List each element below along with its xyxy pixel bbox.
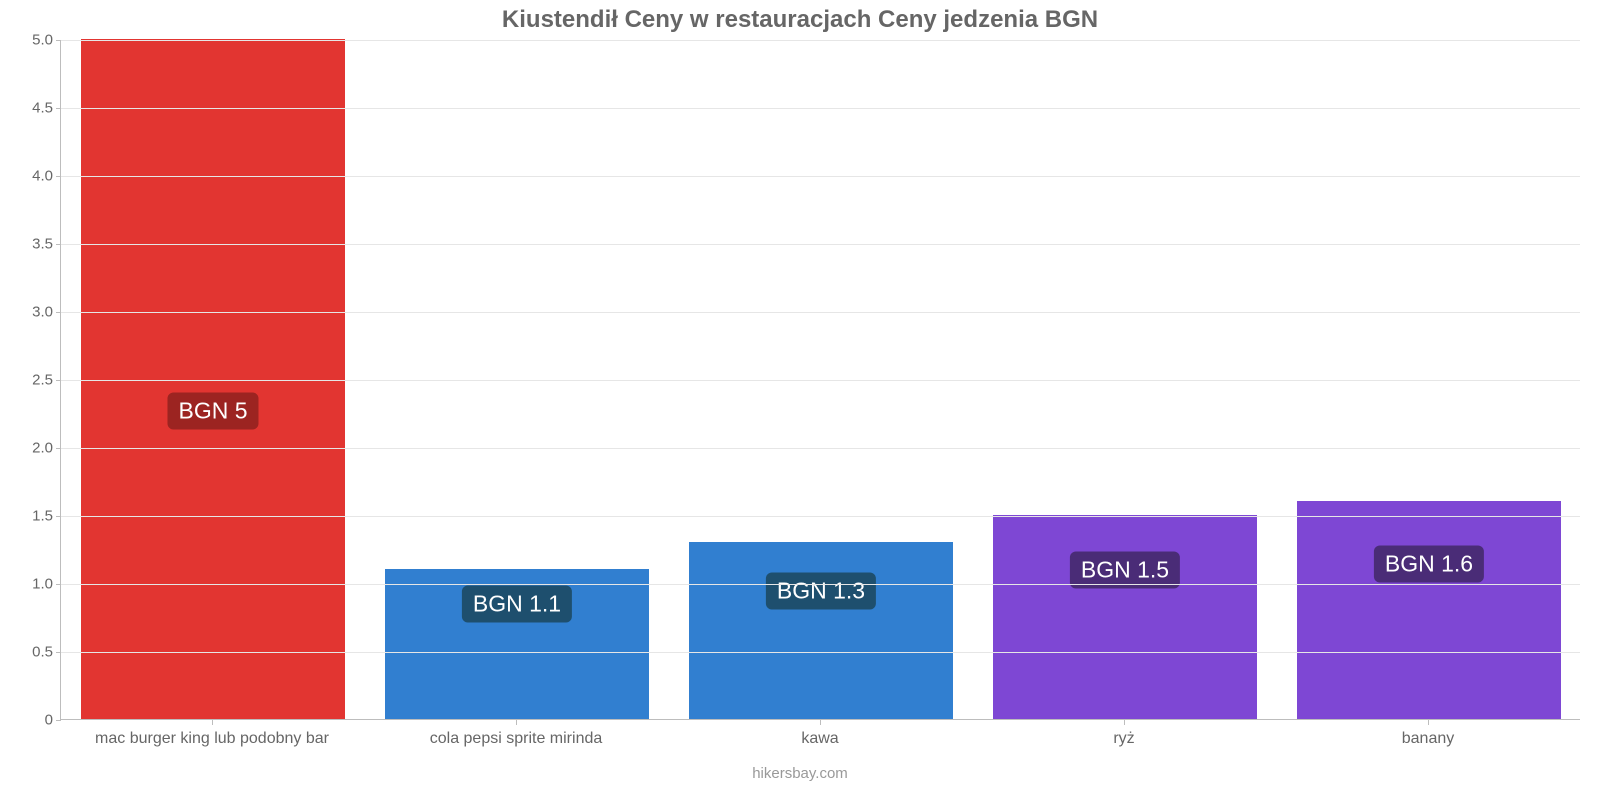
bar-value-label: BGN 1.1 bbox=[462, 586, 572, 623]
x-tick-mark bbox=[516, 720, 517, 725]
y-tick-label: 1.0 bbox=[32, 576, 61, 593]
x-axis-label: cola pepsi sprite mirinda bbox=[430, 730, 603, 748]
grid-line bbox=[61, 584, 1580, 585]
x-axis-labels: mac burger king lub podobny bar cola peps… bbox=[60, 724, 1580, 764]
x-axis-label: banany bbox=[1402, 730, 1455, 748]
grid-line bbox=[61, 652, 1580, 653]
x-tick-mark bbox=[1124, 720, 1125, 725]
grid-line bbox=[61, 108, 1580, 109]
grid-line bbox=[61, 40, 1580, 41]
y-tick-label: 0 bbox=[45, 712, 61, 729]
price-bar-chart: Kiustendił Ceny w restauracjach Ceny jed… bbox=[0, 0, 1600, 800]
attribution-text: hikersbay.com bbox=[0, 765, 1600, 782]
bar-value-label: BGN 1.3 bbox=[766, 572, 876, 609]
x-axis-label: mac burger king lub podobny bar bbox=[95, 730, 329, 748]
grid-line bbox=[61, 312, 1580, 313]
y-tick-label: 2.5 bbox=[32, 372, 61, 389]
bar-value-label: BGN 1.6 bbox=[1374, 545, 1484, 582]
chart-title: Kiustendił Ceny w restauracjach Ceny jed… bbox=[0, 6, 1600, 34]
y-tick-label: 5.0 bbox=[32, 32, 61, 49]
grid-line bbox=[61, 244, 1580, 245]
bar bbox=[689, 542, 953, 719]
bar bbox=[993, 515, 1257, 719]
x-tick-mark bbox=[820, 720, 821, 725]
x-tick-mark bbox=[212, 720, 213, 725]
plot-area: BGN 5BGN 1.1BGN 1.3BGN 1.5BGN 1.6 00.51.… bbox=[60, 40, 1580, 720]
y-tick-label: 4.0 bbox=[32, 168, 61, 185]
grid-line bbox=[61, 380, 1580, 381]
bar bbox=[1297, 501, 1561, 719]
bar-value-label: BGN 5 bbox=[167, 392, 258, 429]
y-tick-label: 4.5 bbox=[32, 100, 61, 117]
y-tick-label: 0.5 bbox=[32, 644, 61, 661]
grid-line bbox=[61, 176, 1580, 177]
grid-line bbox=[61, 516, 1580, 517]
y-tick-label: 3.5 bbox=[32, 236, 61, 253]
bar bbox=[81, 39, 345, 719]
y-tick-label: 3.0 bbox=[32, 304, 61, 321]
x-axis-label: ryż bbox=[1113, 730, 1134, 748]
x-axis-label: kawa bbox=[801, 730, 838, 748]
y-tick-label: 1.5 bbox=[32, 508, 61, 525]
x-tick-mark bbox=[1428, 720, 1429, 725]
grid-line bbox=[61, 448, 1580, 449]
y-tick-label: 2.0 bbox=[32, 440, 61, 457]
